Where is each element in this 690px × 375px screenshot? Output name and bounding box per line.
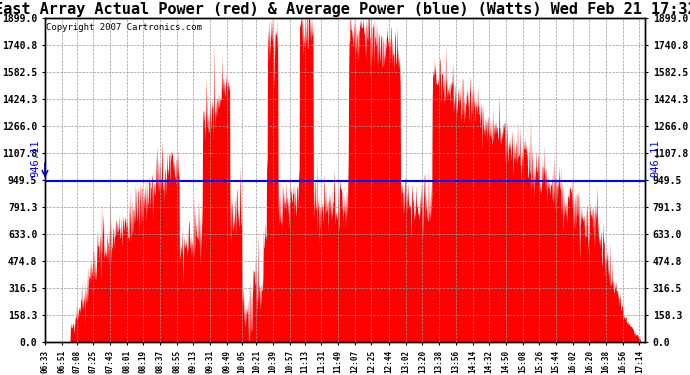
- Text: 946.11: 946.11: [650, 140, 660, 177]
- Title: East Array Actual Power (red) & Average Power (blue) (Watts) Wed Feb 21 17:32: East Array Actual Power (red) & Average …: [0, 2, 690, 17]
- Text: Copyright 2007 Cartronics.com: Copyright 2007 Cartronics.com: [46, 23, 201, 32]
- Text: 946.11: 946.11: [30, 140, 40, 177]
